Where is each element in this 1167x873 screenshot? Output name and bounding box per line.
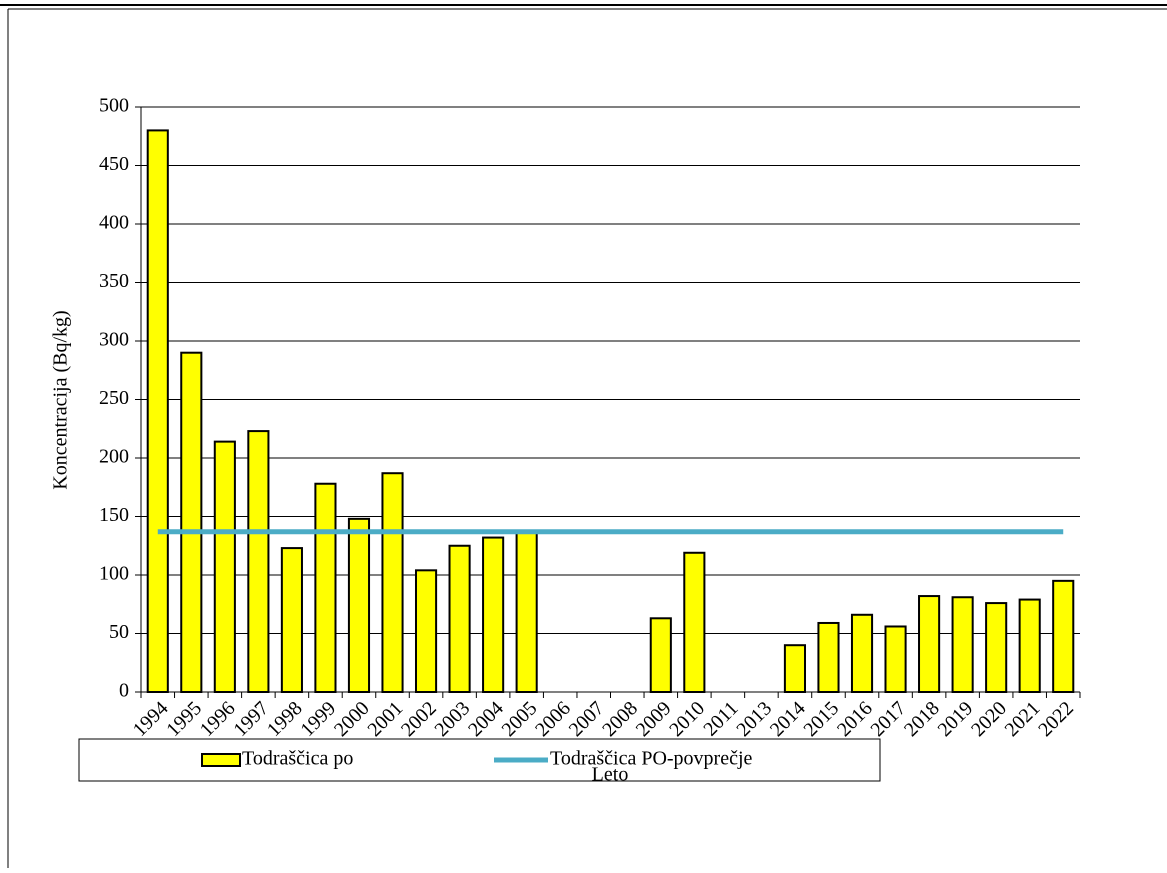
- y-tick-label: 150: [99, 504, 129, 526]
- x-tick-label: 2020: [967, 697, 1011, 741]
- legend-box: [78, 738, 881, 782]
- bar: [783, 644, 807, 694]
- x-tick-label: 2015: [799, 697, 843, 741]
- x-tick-label: 1997: [229, 697, 273, 741]
- y-tick-label: 450: [99, 153, 129, 175]
- bar: [1052, 579, 1075, 693]
- x-tick-label: 2018: [900, 697, 944, 741]
- x-tick-label: 1996: [196, 697, 240, 741]
- y-tick-label: 50: [109, 621, 129, 643]
- bar: [918, 595, 941, 693]
- x-tick-label: 2004: [464, 697, 508, 741]
- x-tick-label: 2017: [866, 697, 910, 741]
- y-tick-label: 250: [99, 387, 129, 409]
- x-tick-label: 2010: [665, 697, 709, 741]
- bar: [649, 617, 672, 693]
- bar: [850, 613, 874, 694]
- x-tick-label: 2003: [431, 697, 475, 741]
- legend-swatch: [201, 753, 241, 767]
- bar: [314, 482, 337, 693]
- x-tick-label: 2011: [699, 697, 742, 740]
- x-tick-label: 2002: [397, 697, 441, 741]
- y-tick-label: 300: [99, 329, 129, 351]
- y-tick-label: 100: [99, 563, 129, 585]
- bar: [180, 351, 203, 693]
- y-tick-label: 400: [99, 212, 129, 234]
- bar: [280, 547, 303, 694]
- x-tick-label: 1995: [162, 697, 206, 741]
- y-tick-label: 350: [99, 270, 129, 292]
- bar: [448, 544, 471, 693]
- x-tick-label: 2005: [498, 697, 542, 741]
- legend-label: Todraščica po: [242, 748, 353, 770]
- bar: [985, 602, 1008, 694]
- bar: [213, 440, 236, 693]
- x-tick-label: 2021: [1001, 697, 1045, 741]
- bar: [884, 625, 907, 693]
- x-tick-label: 2014: [766, 697, 810, 741]
- x-tick-label: 1998: [263, 697, 307, 741]
- bar: [515, 530, 538, 694]
- x-tick-label: 2007: [565, 697, 609, 741]
- x-tick-label: 2000: [330, 697, 374, 741]
- legend-label: Todraščica PO-povprečje: [550, 748, 753, 770]
- x-tick-label: 1999: [296, 697, 340, 741]
- x-tick-label: 2001: [363, 697, 407, 741]
- y-tick-label: 500: [99, 95, 129, 117]
- bar: [1018, 598, 1041, 694]
- y-axis-title: Koncentracija (Bq/kg): [50, 310, 72, 489]
- x-tick-label: 2009: [632, 697, 676, 741]
- x-tick-label: 2019: [934, 697, 978, 741]
- bar: [247, 430, 270, 693]
- bar: [951, 596, 974, 693]
- x-tick-label: 2013: [732, 697, 776, 741]
- bar: [414, 569, 438, 694]
- x-tick-label: 2006: [531, 697, 575, 741]
- bar: [482, 536, 505, 693]
- bar: [347, 517, 371, 694]
- x-tick-label: 2022: [1034, 697, 1078, 741]
- bar: [146, 129, 169, 693]
- x-axis-title: Leto: [592, 764, 629, 786]
- x-tick-label: 2008: [598, 697, 642, 741]
- x-tick-label: 2016: [833, 697, 877, 741]
- bar: [817, 621, 840, 693]
- bar: [683, 551, 706, 694]
- y-tick-label: 200: [99, 446, 129, 468]
- y-tick-label: 0: [119, 680, 129, 702]
- bar: [381, 472, 404, 693]
- x-tick-label: 1994: [129, 697, 173, 741]
